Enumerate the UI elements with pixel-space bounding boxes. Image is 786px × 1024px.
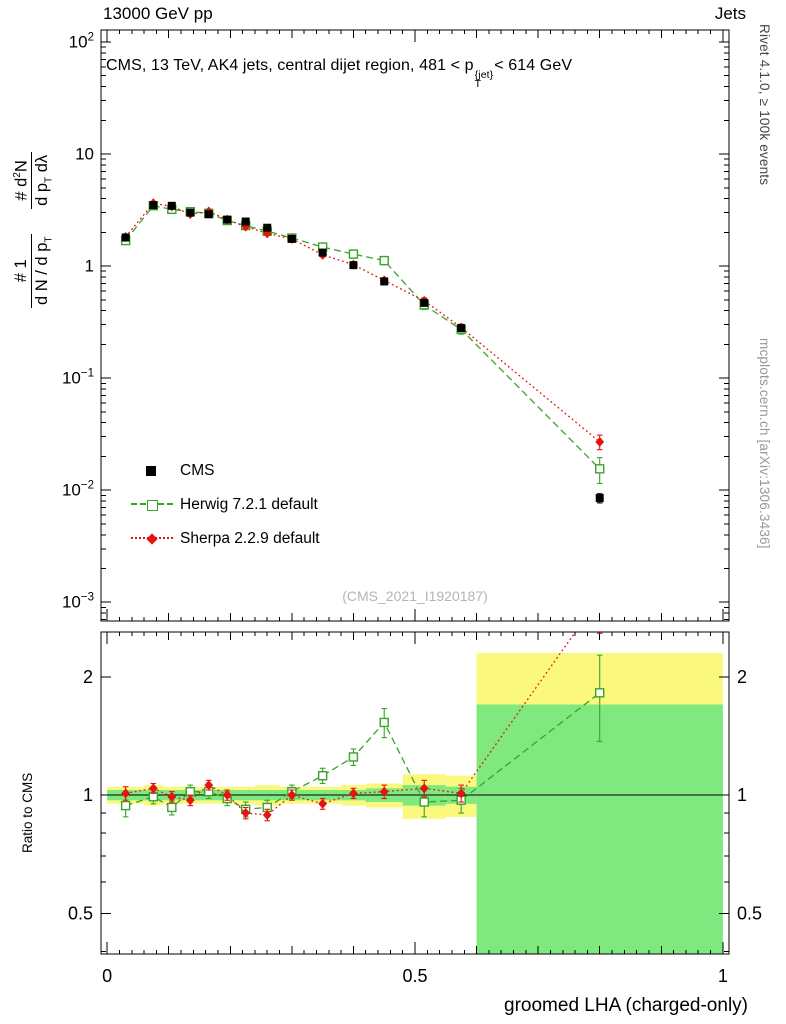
ratio-uncertainty-bands	[101, 652, 729, 954]
legend-label-cms: CMS	[180, 462, 215, 479]
main-y-tick-label: 10	[75, 145, 94, 164]
pt-jet-sup: {jet}	[474, 69, 494, 81]
main-y-axis-label: # 1 d N / d pT # d2N d pT dλ	[12, 142, 56, 318]
ylabel-frac2-denominator: d pT dλ	[31, 151, 56, 209]
herwig-open-square-icon	[147, 500, 158, 511]
main-y-tick-label: 10−1	[62, 368, 94, 388]
legend-item-sherpa: Sherpa 2.2.9 default	[130, 522, 320, 556]
main-y-tick-label: 1	[85, 257, 94, 276]
sherpa-marker-sample	[130, 532, 174, 546]
ratio-y-tick-label-left: 0.5	[68, 903, 93, 923]
pt-jet-sub: T	[474, 77, 482, 90]
x-tick-label: 1	[718, 966, 728, 986]
plot-title-post: < 614 GeV	[494, 57, 573, 74]
legend-label-herwig: Herwig 7.2.1 default	[180, 496, 318, 513]
ylabel-frac1-denominator: d N / d pT	[31, 233, 56, 308]
ratio-y-tick-label-left: 2	[83, 667, 93, 687]
sherpa-diamond-icon	[146, 533, 158, 545]
analysis-id-watermark: (CMS_2021_I1920187)	[342, 588, 488, 604]
sherpa-ratio-series	[121, 632, 603, 822]
plot-title: CMS, 13 TeV, AK4 jets, central dijet reg…	[106, 57, 572, 89]
ylabel-frac1-numerator: # 1	[12, 259, 31, 283]
legend-label-sherpa: Sherpa 2.2.9 default	[180, 530, 320, 547]
herwig-marker-sample	[130, 498, 174, 512]
cms-filled-square-icon	[146, 466, 156, 476]
rivet-version-note: Rivet 4.1.0, ≥ 100k events	[757, 24, 772, 186]
ratio-y-tick-label-left: 1	[83, 785, 93, 805]
main-y-tick-label: 102	[69, 32, 94, 52]
plot-title-pre: CMS, 13 TeV, AK4 jets, central dijet reg…	[106, 57, 474, 74]
ylabel-fraction-2: # d2N d pT dλ	[12, 151, 56, 209]
ratio-y-tick-label-right: 1	[737, 785, 747, 805]
pt-jet-stack: {jet} T	[474, 69, 494, 90]
sherpa-main-series	[121, 198, 605, 451]
mcplots-attribution-note: mcplots.cern.ch [arXiv:1306.3436]	[757, 338, 772, 549]
ylabel-fraction-1: # 1 d N / d pT	[12, 233, 56, 308]
legend-item-herwig: Herwig 7.2.1 default	[130, 488, 320, 522]
main-panel-frame	[100, 29, 730, 622]
process-label: Jets	[714, 4, 746, 23]
ratio-panel-frame	[100, 631, 730, 955]
legend-item-cms: CMS	[130, 454, 320, 488]
main-y-tick-label: 10−2	[62, 480, 94, 500]
ratio-y-tick-label-right: 2	[737, 667, 747, 687]
legend: CMS Herwig 7.2.1 default Sherpa 2.2.9 de…	[130, 454, 320, 556]
main-y-tick-label: 10−3	[62, 592, 94, 612]
x-tick-label: 0.5	[402, 966, 427, 986]
ratio-y-axis-label: Ratio to CMS	[20, 772, 35, 853]
ylabel-frac2-numerator: # d2N	[12, 160, 31, 201]
ratio-y-tick-label-right: 0.5	[737, 903, 762, 923]
x-axis-label: groomed LHA (charged-only)	[504, 995, 748, 1016]
x-tick-label: 0	[102, 966, 112, 986]
beam-energy-label: 13000 GeV pp	[103, 4, 213, 23]
cms-main-series	[121, 201, 604, 504]
cms-marker-sample	[130, 464, 174, 478]
herwig-main-series	[120, 201, 605, 484]
